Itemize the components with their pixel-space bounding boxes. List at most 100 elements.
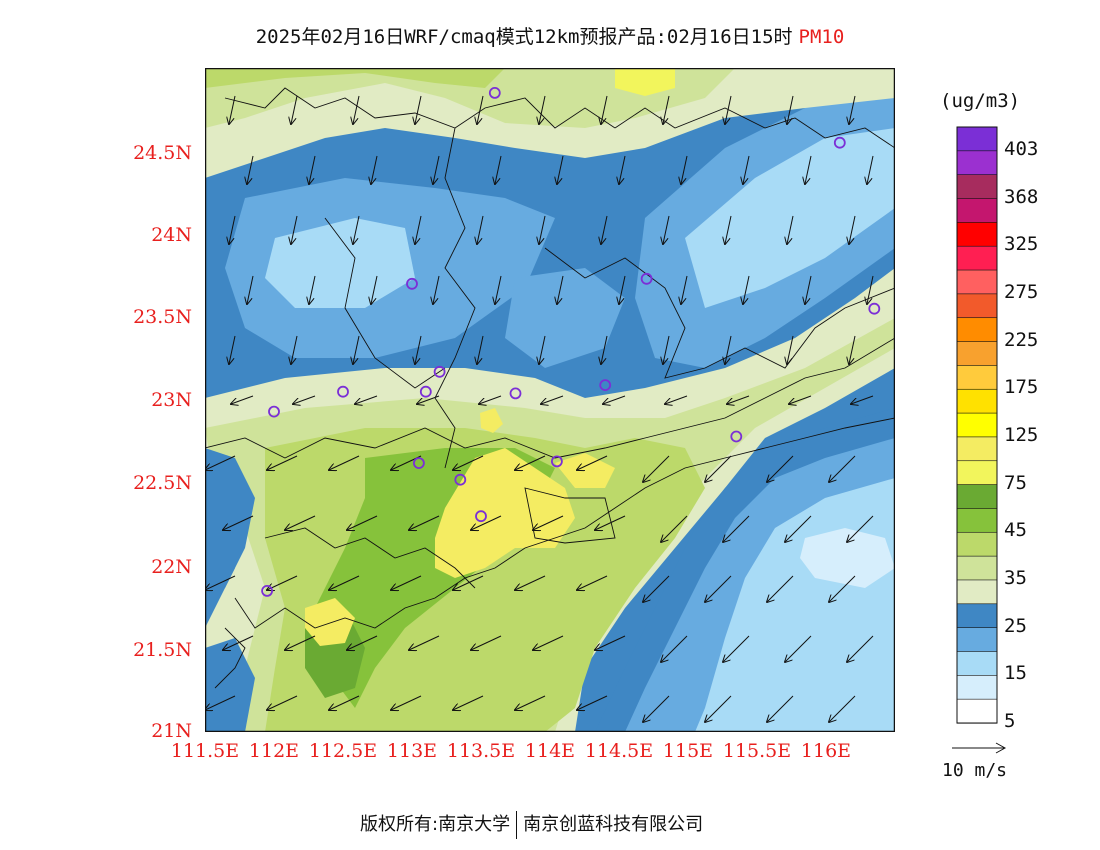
wind-arrow [477, 215, 484, 244]
wind-arrow [601, 335, 608, 364]
wind-arrow [267, 455, 298, 470]
wind-arrow [767, 455, 794, 482]
colorbar-swatch [956, 555, 998, 581]
y-tick-21-5n: 21.5N [133, 639, 192, 661]
colorbar-swatch [956, 698, 998, 724]
wind-vectors [205, 95, 874, 722]
wind-arrow [725, 95, 732, 124]
wind-arrow [577, 695, 608, 710]
x-tick-115e: 115E [662, 740, 714, 762]
wind-arrow [371, 275, 378, 304]
station-marker [833, 136, 846, 149]
colorbar-label: 35 [1004, 567, 1027, 589]
colorbar-unit: (ug/m3) [940, 90, 1021, 112]
wind-arrow [533, 515, 564, 530]
field-north-green-2 [205, 68, 735, 128]
wind-arrow [595, 635, 626, 650]
field-yellow-sw [305, 598, 355, 646]
colorbar-swatch [956, 651, 998, 676]
colorbar-swatch [956, 174, 998, 200]
wind-arrow [329, 455, 360, 470]
wind-arrow [229, 335, 236, 364]
wind-arrow [619, 155, 626, 184]
colorbar-label: 225 [1004, 328, 1039, 351]
wind-arrow [291, 215, 298, 244]
wind-arrow [433, 275, 440, 304]
wind-arrow [495, 155, 502, 184]
wind-arrow [663, 335, 670, 364]
x-tick-112e: 112E [248, 740, 300, 762]
colorbar-swatch [956, 436, 998, 462]
colorbar-label: 368 [1004, 185, 1039, 208]
wind-arrow [787, 215, 794, 244]
station-marker [640, 272, 653, 285]
wind-arrow [223, 515, 254, 530]
wind-arrow [829, 695, 856, 722]
station-marker [268, 405, 280, 418]
x-tick-116e: 116E [800, 740, 852, 762]
wind-arrow [267, 695, 298, 710]
wind-arrow [477, 335, 484, 364]
wind-arrow [329, 695, 360, 710]
title-pollutant: PM10 [798, 26, 845, 48]
wind-arrow [643, 455, 670, 482]
colorbar-swatch [956, 531, 998, 557]
colorbar-swatch [956, 484, 998, 510]
y-tick-23n: 23N [151, 389, 192, 411]
wind-arrow [663, 215, 670, 244]
wind-arrow [515, 575, 546, 590]
wind-arrow [787, 95, 794, 124]
wind-arrow [601, 95, 608, 124]
colorbar-label: 75 [1004, 471, 1027, 494]
field-southwest-blue [205, 638, 255, 732]
wind-arrow [661, 635, 688, 662]
wind-arrow [785, 515, 812, 542]
wind-arrow [415, 95, 422, 124]
colorbar-swatch [956, 150, 998, 176]
station-marker [868, 302, 881, 315]
wind-arrow [291, 95, 298, 124]
station-marker [550, 455, 563, 468]
colorbar-label: 275 [1004, 280, 1039, 303]
colorbar-swatch [956, 317, 998, 343]
colorbar-label: 5 [1004, 710, 1016, 732]
colorbar-swatch [956, 460, 998, 486]
wind-arrow [661, 515, 688, 542]
colorbar-swatch [956, 388, 998, 414]
wind-arrow [391, 695, 422, 710]
station-marker [337, 385, 349, 398]
wind-arrow [851, 395, 874, 404]
wind-arrow [723, 515, 750, 542]
wind-arrow [353, 95, 360, 124]
station-markers [261, 86, 881, 597]
colorbar-swatch [956, 579, 998, 605]
wind-arrow [681, 155, 688, 184]
wind-arrow [867, 155, 874, 184]
x-tick-114e: 114E [524, 740, 576, 762]
wind-arrow [849, 335, 856, 364]
x-tick-115-5e: 115.5E [722, 740, 792, 762]
colorbar [956, 126, 998, 724]
wind-arrow [619, 275, 626, 304]
colorbar-label: 15 [1004, 662, 1027, 685]
colorbar-swatch [956, 245, 998, 271]
wind-arrow [415, 215, 422, 244]
colorbar-swatch [956, 222, 998, 247]
wind-arrow [309, 275, 316, 304]
station-marker [433, 365, 446, 378]
wind-arrow [347, 515, 378, 530]
colorbar-swatch [956, 126, 998, 152]
y-tick-24-5n: 24.5N [133, 142, 192, 164]
y-tick-22-5n: 22.5N [133, 472, 192, 494]
wind-arrow [705, 455, 732, 482]
field-yellow-north [480, 408, 503, 433]
wind-arrow [595, 515, 626, 530]
wind-arrow [743, 155, 750, 184]
wind-arrow [477, 95, 484, 124]
wind-arrow [663, 95, 670, 124]
wind-arrow [847, 635, 874, 662]
wind-arrow [471, 635, 502, 650]
wind-arrow [223, 635, 254, 650]
wind-arrow [785, 635, 812, 662]
x-tick-114-5e: 114.5E [584, 740, 654, 762]
